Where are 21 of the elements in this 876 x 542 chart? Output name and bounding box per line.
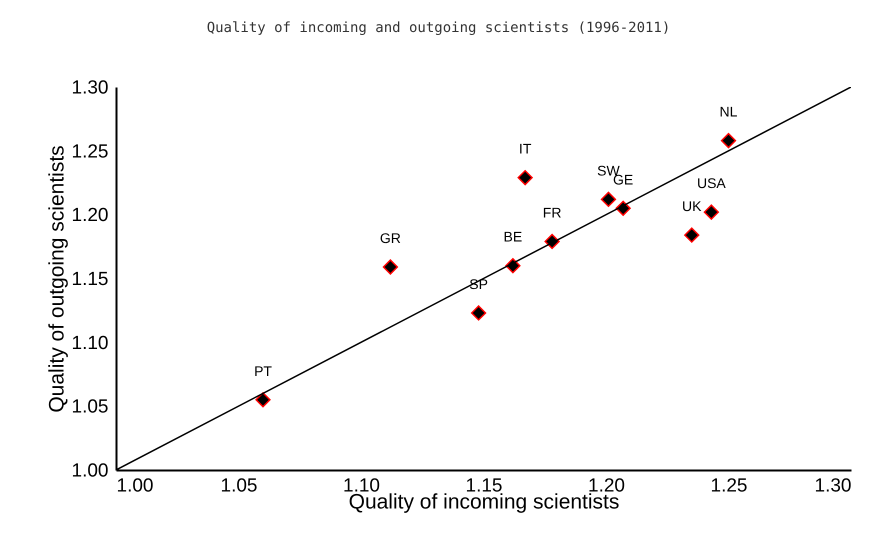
x-tick-label: 1.00 — [116, 476, 154, 496]
y-tick-label: 1.00 — [72, 460, 108, 482]
y-tick-label: 1.30 — [72, 78, 108, 98]
x-tick-label: 1.25 — [710, 476, 748, 496]
y-tick-label: 1.25 — [72, 141, 108, 162]
x-tick-label: 1.30 — [814, 476, 852, 496]
annotation: GR — [380, 230, 401, 246]
annotation: BE — [504, 228, 522, 245]
y-tick-label: 1.10 — [72, 332, 108, 354]
chart-title: Quality of incoming and outgoing scientists (1996-2011) — [206, 20, 670, 36]
annotation: UK — [682, 198, 702, 214]
y-axis-title: Quality of outgoing scientists — [46, 145, 69, 413]
y-tick-label: 1.20 — [72, 205, 108, 226]
annotation: NL — [720, 104, 738, 120]
annotation: PT — [254, 362, 272, 379]
x-tick-label: 1.05 — [220, 476, 258, 496]
annotation: FR — [542, 204, 562, 220]
annotation: USA — [696, 175, 726, 192]
y-tick-label: 1.05 — [72, 396, 108, 418]
y-tick-label: 1.15 — [72, 269, 108, 290]
annotation: IT — [518, 140, 532, 157]
